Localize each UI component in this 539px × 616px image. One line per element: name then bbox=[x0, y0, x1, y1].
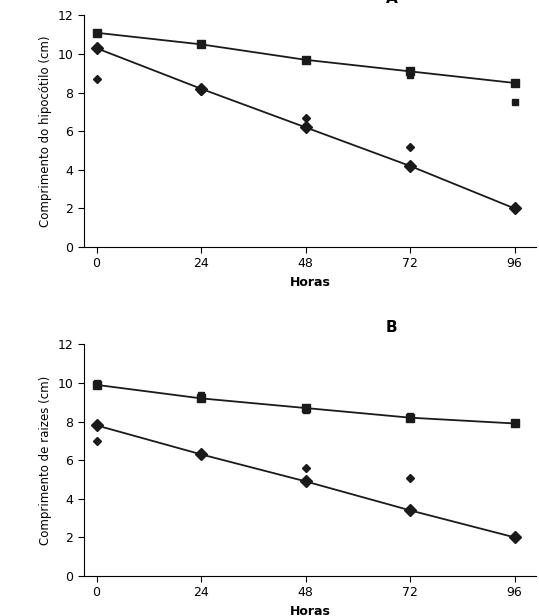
Y-axis label: Comprimento de raizes (cm): Comprimento de raizes (cm) bbox=[39, 376, 52, 545]
Y-axis label: Comprimento do hipocótilo (cm): Comprimento do hipocótilo (cm) bbox=[39, 36, 52, 227]
X-axis label: Horas: Horas bbox=[289, 276, 330, 289]
Text: B: B bbox=[385, 320, 397, 335]
Text: A: A bbox=[385, 0, 397, 6]
X-axis label: Horas: Horas bbox=[289, 605, 330, 616]
